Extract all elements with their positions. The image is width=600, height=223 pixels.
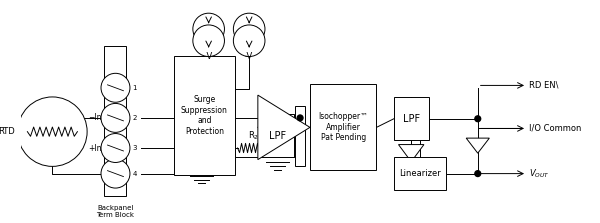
- Text: Linearizer: Linearizer: [399, 169, 441, 178]
- Circle shape: [101, 103, 130, 132]
- Polygon shape: [398, 145, 424, 162]
- Circle shape: [101, 134, 130, 163]
- Text: Surge
Suppression
and
Protection: Surge Suppression and Protection: [181, 95, 228, 136]
- Text: 1: 1: [132, 85, 137, 91]
- Circle shape: [233, 25, 265, 57]
- Polygon shape: [466, 138, 490, 153]
- Text: LPF: LPF: [269, 131, 286, 141]
- Text: -V: -V: [245, 52, 253, 61]
- Bar: [104, 46, 127, 196]
- Circle shape: [101, 159, 130, 188]
- Circle shape: [193, 25, 224, 57]
- Text: Backpanel
Term Block: Backpanel Term Block: [97, 205, 134, 218]
- Text: −In: −In: [88, 113, 101, 122]
- Bar: [394, 97, 428, 140]
- Circle shape: [101, 73, 130, 102]
- Bar: [174, 56, 235, 175]
- Bar: [261, 114, 295, 157]
- Polygon shape: [258, 95, 310, 160]
- Bar: [394, 157, 446, 190]
- Text: RD EN\: RD EN\: [529, 81, 558, 90]
- Circle shape: [233, 13, 265, 45]
- Text: R$_2$: R$_2$: [248, 130, 259, 142]
- Circle shape: [17, 97, 87, 166]
- Text: 3: 3: [132, 145, 137, 151]
- Circle shape: [475, 171, 481, 176]
- Text: Isochopper™
Amplifier
Pat Pending: Isochopper™ Amplifier Pat Pending: [319, 112, 368, 142]
- Text: RTD: RTD: [0, 127, 15, 136]
- Bar: [310, 84, 376, 170]
- Text: 2: 2: [132, 115, 137, 121]
- Circle shape: [297, 115, 303, 121]
- Text: +In: +In: [88, 144, 101, 153]
- Circle shape: [193, 13, 224, 45]
- Text: LPF: LPF: [403, 114, 420, 124]
- Bar: [295, 106, 305, 166]
- Text: $V_{OUT}$: $V_{OUT}$: [529, 167, 550, 180]
- Text: 4: 4: [132, 171, 137, 177]
- Circle shape: [475, 116, 481, 122]
- Text: -V: -V: [205, 52, 213, 61]
- Text: I/O Common: I/O Common: [529, 124, 581, 133]
